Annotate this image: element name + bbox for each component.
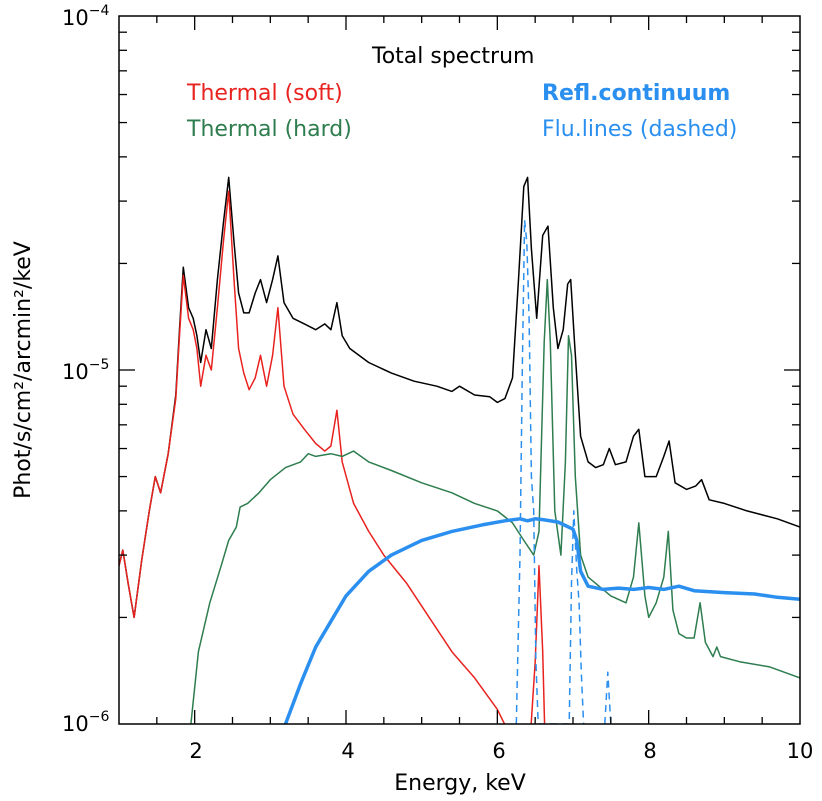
series-line-thermal-soft [119,190,546,724]
series-line-refl-continuum [283,517,800,724]
annotation-thermal-soft: Thermal (soft) [186,81,343,106]
series-line-thermal-hard [190,278,800,724]
annotation-thermal-hard: Thermal (hard) [186,117,352,142]
y-tick-exponent: −6 [89,709,110,725]
y-tick-mantissa: 10 [62,712,89,736]
x-tick-label: 6 [492,739,505,763]
series-line-total-spectrum [119,176,800,619]
y-tick-label: 10−4 [62,3,109,30]
y-tick-exponent: −4 [89,3,110,19]
x-tick-label: 4 [341,739,354,763]
x-tick-label: 2 [189,739,202,763]
axis-ticks [119,16,800,724]
y-tick-exponent: −5 [89,357,110,373]
y-tick-label: 10−5 [62,357,109,384]
x-tick-label: 10 [787,739,814,763]
x-axis-label: Energy, keV [394,771,526,796]
x-tick-label: 8 [643,739,656,763]
series-layer [119,176,800,724]
y-tick-label: 10−6 [62,709,109,736]
y-axis-label: Phot/s/cm²/arcmin²/keV [11,241,36,499]
annotation-total: Total spectrum [371,44,534,69]
y-tick-mantissa: 10 [62,360,89,384]
y-tick-mantissa: 10 [62,6,89,30]
series-line-flu-lines-dashed [515,219,612,724]
annotation-flu: Flu.lines (dashed) [542,117,737,142]
annotation-refl: Refl.continuum [542,81,730,106]
